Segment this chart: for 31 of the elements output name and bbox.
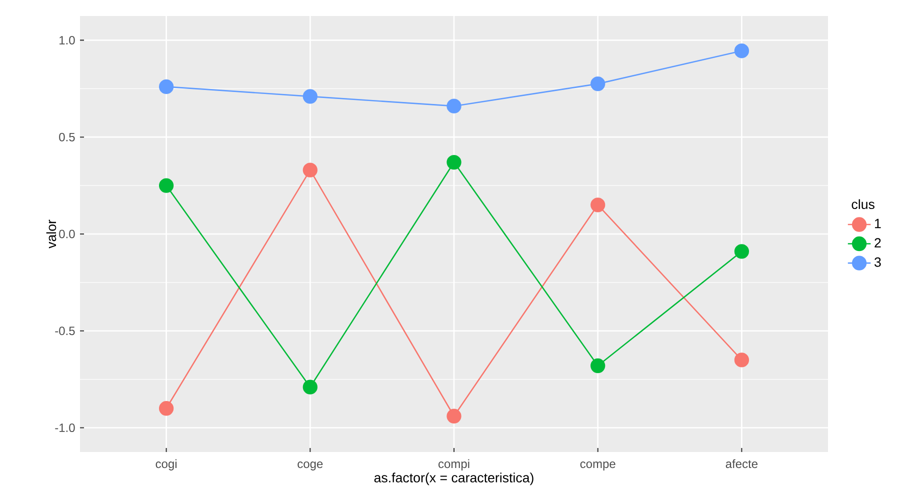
y-tick-label: 0.5	[59, 133, 75, 142]
y-tick-label: -1.0	[55, 424, 75, 432]
y-axis-title: valor	[46, 220, 56, 249]
point	[158, 80, 174, 94]
y-tick-label: -0.5	[55, 326, 75, 336]
point	[302, 89, 318, 104]
x-tick-label: afecte	[726, 459, 758, 468]
point	[590, 198, 606, 212]
point	[158, 178, 174, 194]
point	[446, 98, 462, 114]
point	[302, 162, 318, 178]
x-tick-label: coge	[298, 462, 323, 471]
point	[446, 408, 462, 424]
legend-label: 1	[875, 219, 881, 228]
x-axis-title: as.factor(x = caracteristica)	[374, 472, 534, 486]
point	[446, 155, 462, 170]
x-tick-label: cogi	[156, 459, 177, 471]
point	[734, 244, 750, 259]
y-tick-label: 1.0	[60, 36, 75, 45]
legend-label: 3	[874, 258, 881, 268]
x-tick-label: compi	[438, 459, 470, 471]
x-tick-label: compe	[580, 462, 616, 471]
legend-label: 2	[874, 238, 881, 248]
point	[734, 44, 750, 58]
point	[590, 76, 606, 92]
point	[734, 352, 750, 368]
point	[302, 380, 318, 395]
point	[590, 358, 606, 374]
point	[158, 401, 174, 416]
legend-title: clus	[852, 199, 874, 210]
y-tick-label: 0.0	[59, 230, 75, 238]
